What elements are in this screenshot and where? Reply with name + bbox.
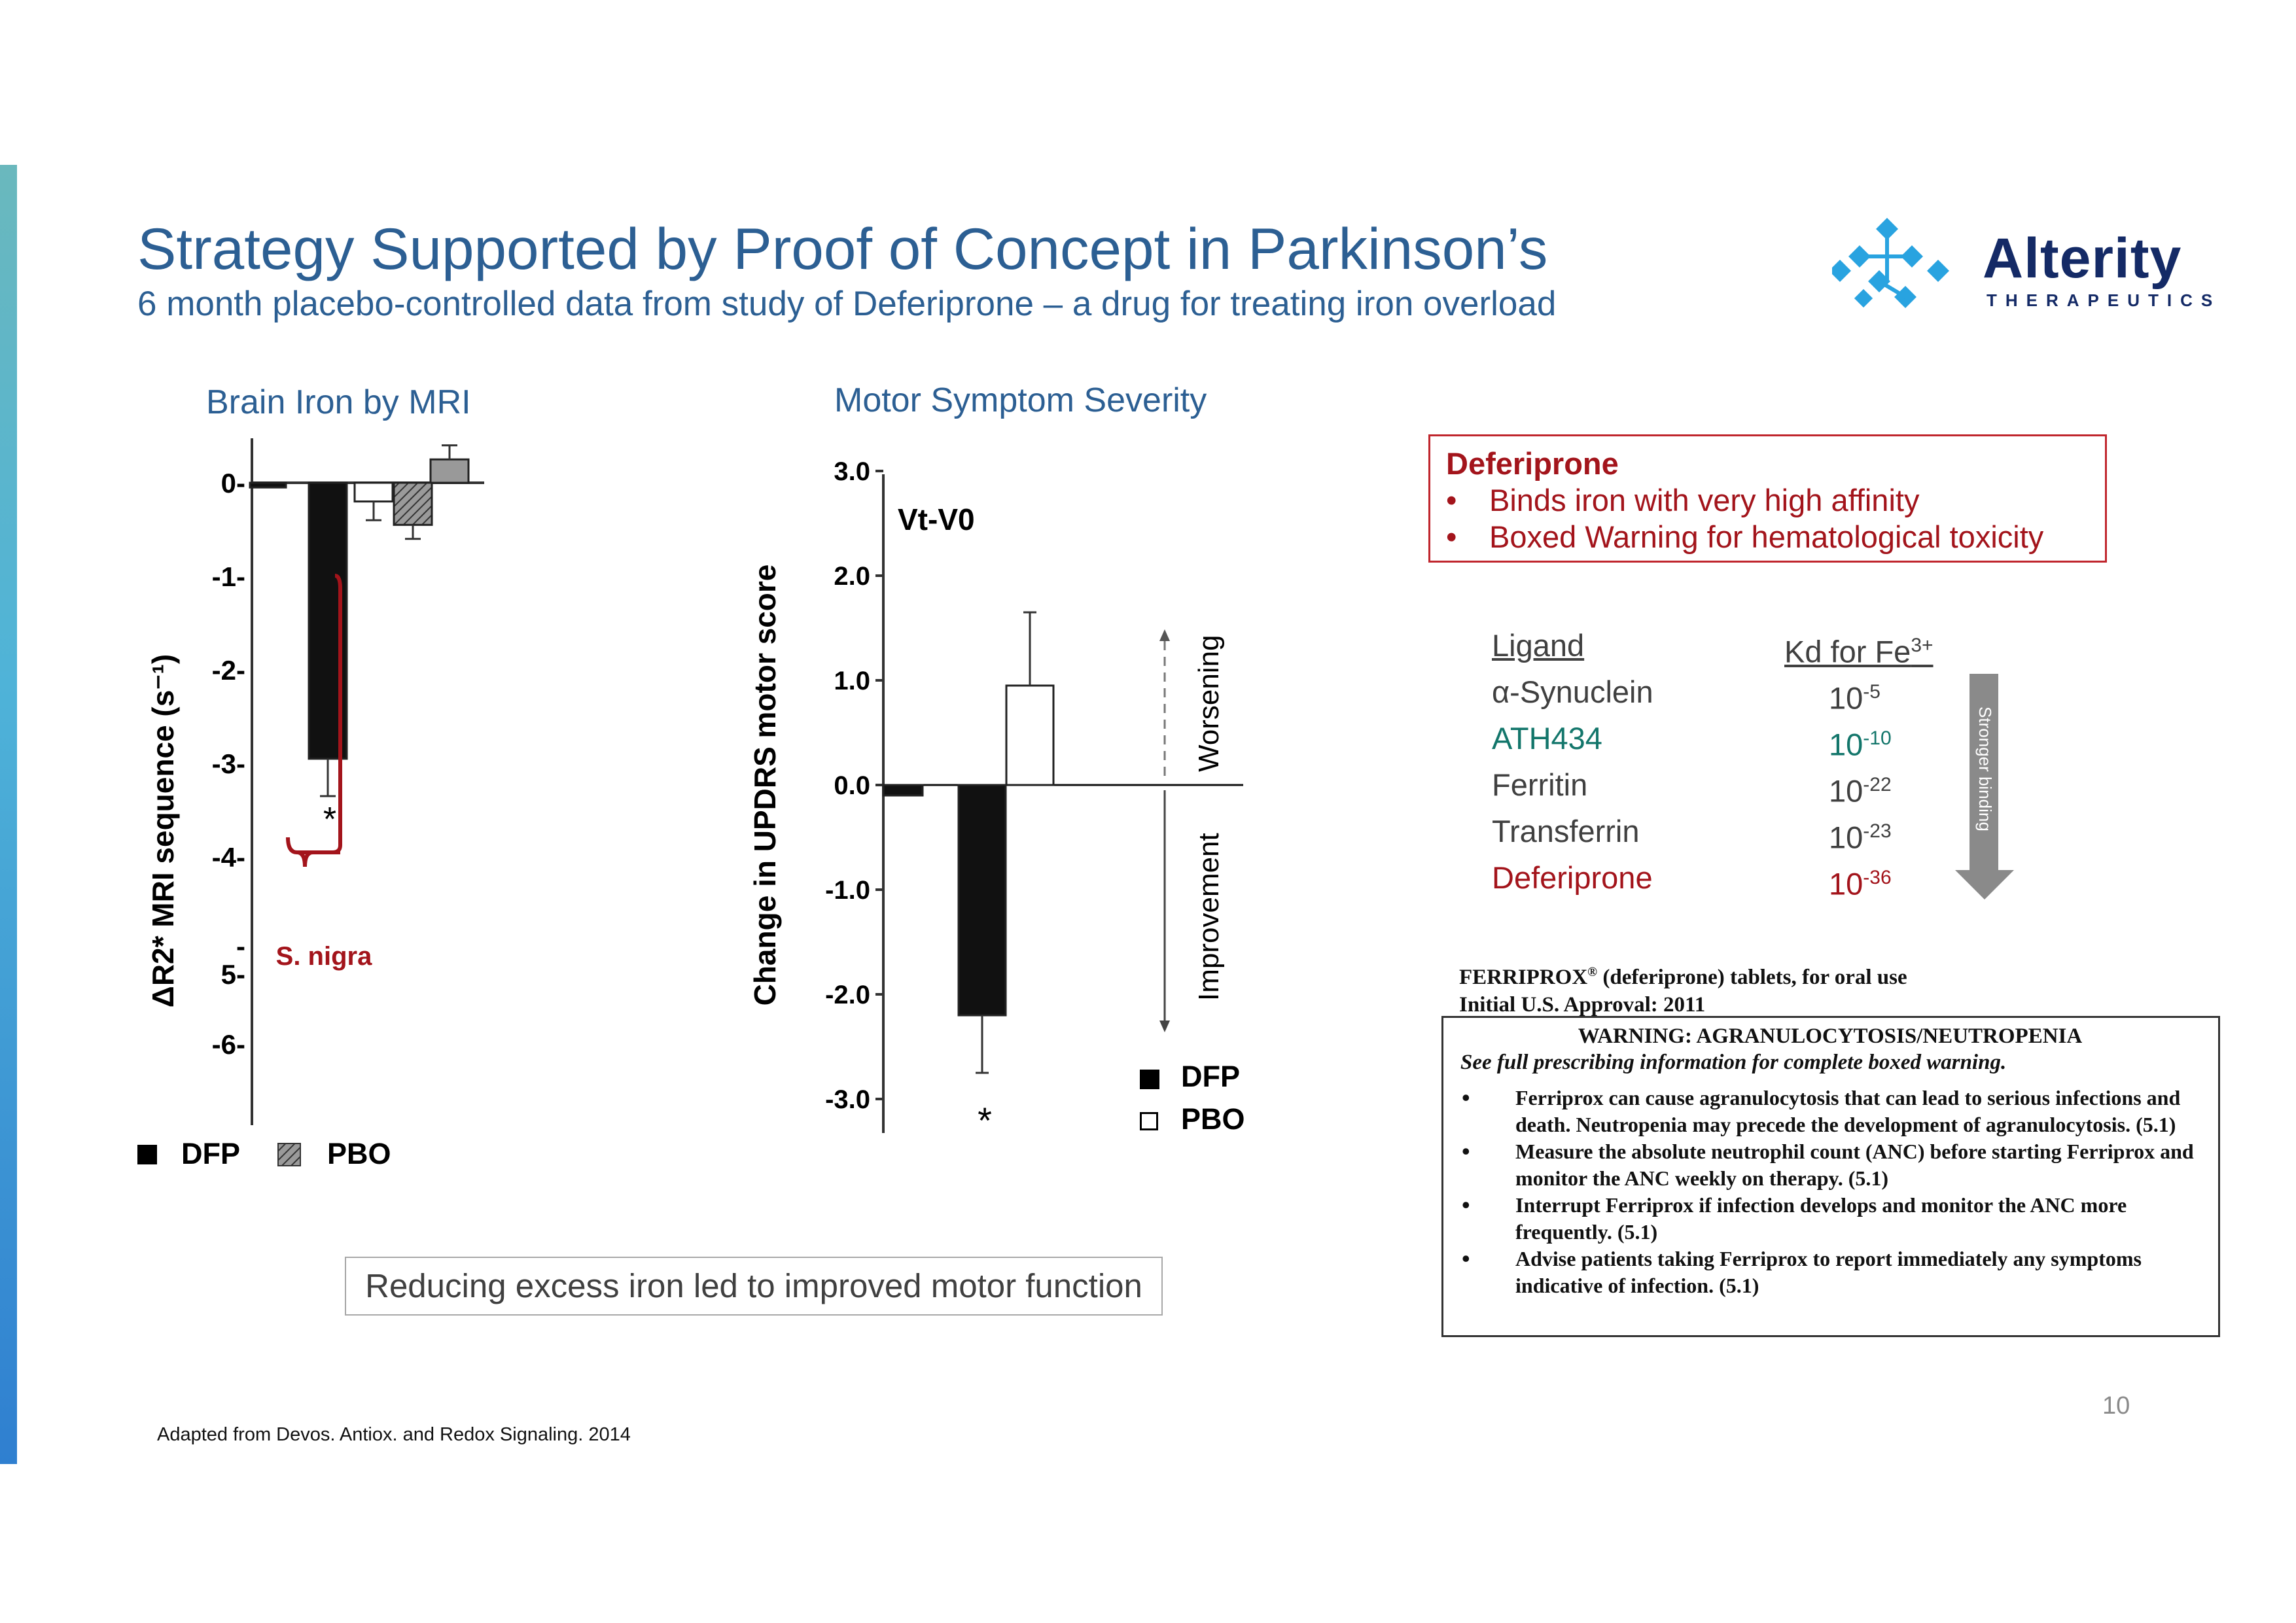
accent-bar bbox=[0, 165, 17, 1464]
molecule-icon bbox=[1832, 218, 1949, 308]
logo-tagline: THERAPEUTICS bbox=[1987, 290, 2221, 310]
legend-swatch-dfp bbox=[137, 1145, 157, 1164]
kd-ligand: Transferrin bbox=[1492, 814, 1640, 848]
bar-dfp bbox=[353, 481, 394, 503]
y-tick-label: -1.0 bbox=[825, 876, 870, 905]
legend-label-pbo: PBO bbox=[327, 1137, 391, 1170]
callout-title: Deferiprone bbox=[1446, 446, 1619, 481]
significance-star: * bbox=[978, 1100, 992, 1141]
boxed-warning: WARNING: AGRANULOCYTOSIS/NEUTROPENIA See… bbox=[1441, 1016, 2220, 1337]
warning-subtitle: See full prescribing information for com… bbox=[1460, 1051, 2007, 1074]
stronger-binding-arrow: Stronger binding bbox=[1955, 674, 2014, 899]
improvement-label: Improvement bbox=[1193, 833, 1225, 1001]
bar-dfp bbox=[957, 784, 1007, 1017]
svg-text:Stronger binding: Stronger binding bbox=[1975, 707, 1995, 831]
bar-pbo bbox=[429, 458, 470, 484]
s-nigra-label: S. nigra bbox=[276, 942, 372, 971]
y-tick-label: -6- bbox=[212, 1029, 245, 1060]
slide-title: Strategy Supported by Proof of Concept i… bbox=[137, 216, 1548, 281]
conclusion-box: Reducing excess iron led to improved mot… bbox=[345, 1257, 1163, 1316]
slide-subtitle: 6 month placebo-controlled data from stu… bbox=[137, 285, 1557, 323]
y-tick-label: -1- bbox=[212, 561, 245, 592]
vt-v0-label: Vt-V0 bbox=[898, 502, 975, 536]
footnote: Adapted from Devos. Antiox. and Redox Si… bbox=[157, 1424, 631, 1445]
y-tick-label: 2.0 bbox=[834, 562, 870, 591]
y-tick-label: 3.0 bbox=[834, 457, 870, 486]
legend-swatch-pbo bbox=[1140, 1112, 1158, 1130]
bar-pbo bbox=[393, 481, 433, 526]
kd-header-value: Kd for Fe3+ bbox=[1784, 634, 1934, 669]
warning-item: Measure the absolute neutrophil count (A… bbox=[1460, 1138, 2200, 1192]
y-tick-label: -4- bbox=[212, 842, 245, 873]
logo-name: Alterity bbox=[1983, 227, 2182, 290]
legend-swatch-dfp bbox=[1140, 1070, 1159, 1089]
kd-ligand: Deferiprone bbox=[1492, 860, 1653, 895]
kd-value: 10-23 bbox=[1829, 820, 1892, 855]
y-tick-label: -2- bbox=[212, 655, 245, 686]
legend-label-dfp: DFP bbox=[181, 1137, 240, 1170]
y-tick-label: 1.0 bbox=[834, 667, 870, 695]
bar-dfp bbox=[882, 784, 924, 797]
callout-item: • Binds iron with very high affinity bbox=[1446, 483, 1920, 517]
kd-value: 10-36 bbox=[1829, 866, 1892, 901]
page-number: 10 bbox=[2102, 1392, 2130, 1420]
bar-dfp bbox=[249, 481, 287, 489]
legend-label-dfp: DFP bbox=[1181, 1060, 1240, 1093]
y-tick-label: 0- bbox=[221, 468, 245, 498]
y-axis-label: ΔR2* MRI sequence (s⁻¹) bbox=[146, 654, 180, 1007]
warning-title: WARNING: AGRANULOCYTOSIS/NEUTROPENIA bbox=[1578, 1024, 2083, 1048]
warning-item: Interrupt Ferriprox if infection develop… bbox=[1460, 1192, 2200, 1246]
deferiprone-callout: Deferiprone • Binds iron with very high a… bbox=[1428, 434, 2107, 563]
y-tick-label: -2.0 bbox=[825, 981, 870, 1009]
bar-pbo bbox=[1005, 684, 1055, 786]
chart-title-brain-iron: Brain Iron by MRI bbox=[206, 383, 471, 421]
kd-value: 10-22 bbox=[1829, 773, 1892, 809]
y-tick-label: -3- bbox=[212, 748, 245, 779]
warning-list: Ferriprox can cause agranulocytosis that… bbox=[1460, 1085, 2200, 1299]
significance-star: * bbox=[323, 801, 336, 839]
drug-label-header: FERRIPROX® (deferiprone) tablets, for or… bbox=[1459, 965, 1907, 1017]
kd-value: 10-10 bbox=[1829, 727, 1892, 762]
y-tick-label: - bbox=[236, 931, 245, 962]
warning-item: Advise patients taking Ferriprox to repo… bbox=[1460, 1246, 2200, 1299]
y-tick-label: 5- bbox=[221, 959, 245, 990]
legend-label-pbo: PBO bbox=[1181, 1102, 1245, 1136]
kd-header-ligand: Ligand bbox=[1492, 628, 1585, 663]
warning-item: Ferriprox can cause agranulocytosis that… bbox=[1460, 1085, 2200, 1138]
kd-ligand: ATH434 bbox=[1492, 721, 1602, 756]
kd-ligand: α-Synuclein bbox=[1492, 674, 1653, 709]
legend-swatch-pbo bbox=[277, 1143, 301, 1166]
worsening-label: Worsening bbox=[1193, 635, 1225, 772]
callout-item: • Boxed Warning for hematological toxicit… bbox=[1446, 519, 2044, 554]
brain-iron-chart: 0- -1- -2- -3- -4- -5- -6- ΔR2* MRI sequence (… bbox=[146, 438, 484, 1125]
chart-title-motor: Motor Symptom Severity bbox=[834, 381, 1207, 419]
kd-value: 10-5 bbox=[1829, 680, 1881, 716]
kd-ligand: Ferritin bbox=[1492, 767, 1588, 802]
y-tick-label: -3.0 bbox=[825, 1085, 870, 1114]
y-tick-label: 0.0 bbox=[834, 771, 870, 800]
s-nigra-bracket bbox=[286, 574, 342, 867]
motor-severity-chart: 3.0 2.0 1.0 0.0 -1.0 -2.0 -3.0 Change in UPDRS… bbox=[748, 457, 1243, 1141]
y-axis-label: Change in UPDRS motor score bbox=[748, 565, 782, 1006]
